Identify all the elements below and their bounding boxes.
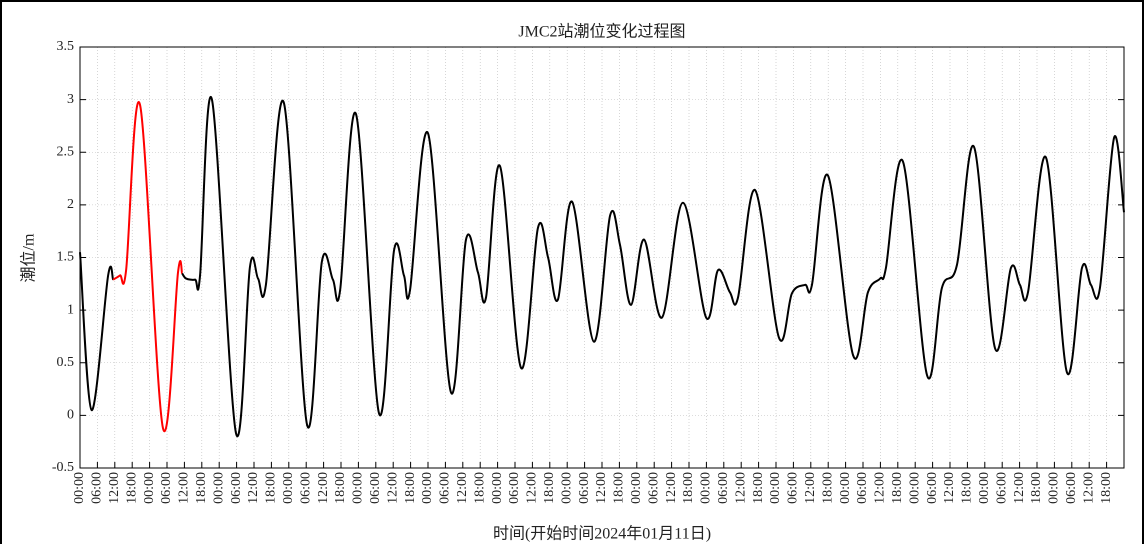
- x-tick-label: 18:00: [1099, 472, 1114, 504]
- x-tick-label: 18:00: [264, 472, 279, 504]
- y-axis-label: 潮位/m: [20, 233, 38, 282]
- x-axis-label: 时间(开始时间2024年01月11日): [493, 525, 711, 543]
- x-tick-label: 18:00: [1029, 472, 1044, 504]
- x-tick-label: 06:00: [507, 472, 522, 504]
- x-tick-label: 06:00: [159, 472, 174, 504]
- x-tick-label: 12:00: [873, 472, 888, 504]
- x-tick-label: 18:00: [960, 472, 975, 504]
- line-series: [112, 101, 184, 433]
- x-tick-label: 06:00: [90, 472, 105, 504]
- x-tick-label: 06:00: [716, 472, 731, 504]
- y-tick-label: 0: [67, 408, 74, 423]
- x-tick-label: 12:00: [733, 472, 748, 504]
- chart-title: JMC2站潮位变化过程图: [518, 23, 685, 41]
- x-tick-label: 12:00: [385, 472, 400, 504]
- x-tick-label: 18:00: [403, 472, 418, 504]
- x-tick-label: 18:00: [751, 472, 766, 504]
- y-tick-label: 1: [67, 302, 74, 317]
- x-tick-label: 18:00: [542, 472, 557, 504]
- x-tick-label: 18:00: [820, 472, 835, 504]
- x-tick-label: 00:00: [977, 472, 992, 504]
- x-tick-label: 06:00: [1064, 472, 1079, 504]
- x-tick-label: 18:00: [124, 472, 139, 504]
- y-tick-label: 0.5: [57, 355, 75, 370]
- x-tick-label: 12:00: [594, 472, 609, 504]
- x-tick-label: 00:00: [699, 472, 714, 504]
- x-tick-label: 12:00: [177, 472, 192, 504]
- x-tick-label: 06:00: [368, 472, 383, 504]
- x-tick-label: 18:00: [890, 472, 905, 504]
- x-tick-label: 06:00: [438, 472, 453, 504]
- x-tick-label: 00:00: [768, 472, 783, 504]
- x-tick-label: 00:00: [1047, 472, 1062, 504]
- x-tick-label: 06:00: [229, 472, 244, 504]
- x-tick-label: 00:00: [838, 472, 853, 504]
- y-tick-label: 3: [67, 92, 74, 107]
- y-tick-label: 2.5: [57, 144, 75, 159]
- x-tick-label: 00:00: [281, 472, 296, 504]
- y-tick-label: 1.5: [57, 250, 75, 265]
- x-tick-label: 12:00: [803, 472, 818, 504]
- x-tick-label: 12:00: [107, 472, 122, 504]
- x-tick-label: 00:00: [629, 472, 644, 504]
- x-tick-label: 00:00: [72, 472, 87, 504]
- x-tick-label: 06:00: [298, 472, 313, 504]
- y-tick-label: 2: [67, 197, 74, 212]
- x-tick-label: 12:00: [246, 472, 261, 504]
- x-tick-label: 18:00: [472, 472, 487, 504]
- x-tick-label: 12:00: [316, 472, 331, 504]
- x-tick-label: 06:00: [994, 472, 1009, 504]
- x-tick-label: 00:00: [211, 472, 226, 504]
- x-tick-label: 06:00: [646, 472, 661, 504]
- y-tick-label: 3.5: [57, 39, 75, 54]
- x-tick-label: 00:00: [559, 472, 574, 504]
- x-tick-label: 00:00: [142, 472, 157, 504]
- y-tick-label: -0.5: [52, 460, 74, 475]
- x-tick-label: 18:00: [681, 472, 696, 504]
- x-tick-label: 06:00: [577, 472, 592, 504]
- x-tick-label: 12:00: [455, 472, 470, 504]
- x-tick-label: 18:00: [194, 472, 209, 504]
- x-tick-label: 12:00: [664, 472, 679, 504]
- x-tick-label: 12:00: [1081, 472, 1096, 504]
- x-tick-label: 00:00: [351, 472, 366, 504]
- x-tick-label: 00:00: [420, 472, 435, 504]
- x-tick-label: 00:00: [490, 472, 505, 504]
- line-series: [79, 95, 1125, 438]
- x-tick-label: 18:00: [333, 472, 348, 504]
- x-tick-label: 00:00: [907, 472, 922, 504]
- x-tick-label: 12:00: [1012, 472, 1027, 504]
- x-tick-label: 06:00: [925, 472, 940, 504]
- x-tick-label: 06:00: [786, 472, 801, 504]
- x-tick-label: 12:00: [525, 472, 540, 504]
- x-tick-label: 18:00: [612, 472, 627, 504]
- x-tick-label: 06:00: [855, 472, 870, 504]
- x-tick-label: 12:00: [942, 472, 957, 504]
